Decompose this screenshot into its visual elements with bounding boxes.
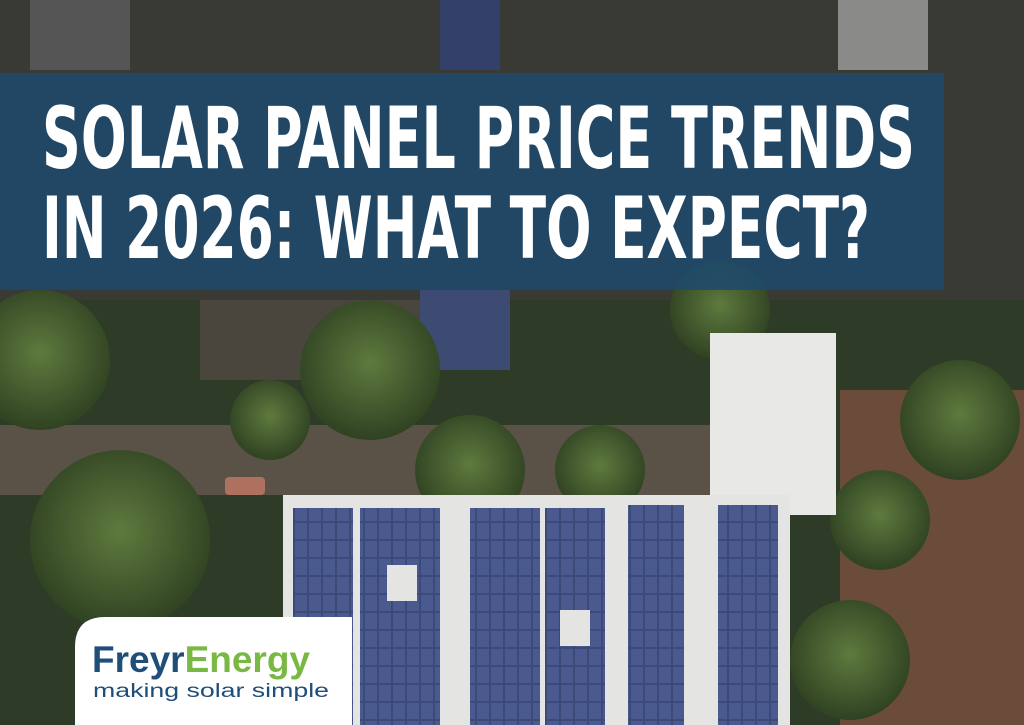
title-line: SOLAR PANEL PRICE TRENDS	[42, 89, 915, 189]
logo-tagline: making solar simple	[93, 681, 329, 702]
logo-brand: FreyrEnergy	[92, 639, 310, 680]
logo-brand-first: Freyr	[92, 639, 185, 680]
title-line: IN 2026: WHAT TO EXPECT?	[42, 179, 870, 279]
logo-box	[75, 617, 352, 725]
title-banner	[0, 73, 944, 290]
logo-brand-second: Energy	[185, 639, 311, 680]
